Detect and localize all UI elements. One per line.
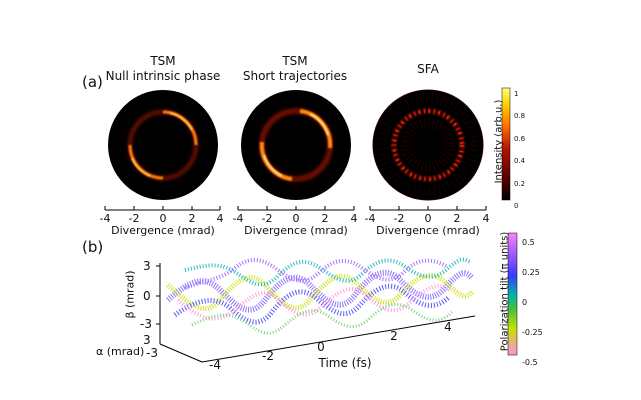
time-tick: 4 [444, 320, 452, 334]
panel-a-label: (a) [82, 73, 103, 91]
xtick: 2 [453, 212, 461, 225]
plot1-xaxis [104, 206, 221, 211]
xtick: 4 [482, 212, 490, 225]
xtick: 2 [321, 212, 329, 225]
time-tick: -2 [262, 349, 274, 363]
cbar-tick: 0.4 [514, 157, 526, 166]
plot1-xlabel: Divergence (mrad) [111, 224, 215, 237]
time-tick: 0 [317, 340, 325, 354]
plot3-title: SFA [358, 62, 498, 77]
beta-label: β (mrad) [123, 270, 137, 319]
time-label: Time (fs) [318, 356, 372, 370]
polarization-colorbar-label: Polarization tilt (π units) [499, 231, 511, 352]
xtick: -2 [128, 212, 140, 225]
cbar-tick: -0.25 [522, 328, 543, 337]
plot3-xaxis [369, 206, 487, 211]
beta-tick: -3 [140, 317, 152, 331]
beta-tick: 0 [143, 289, 151, 303]
intensity-colorbar [501, 87, 511, 201]
plot2-xlabel: Divergence (mrad) [244, 224, 348, 237]
cbar-tick: 0 [514, 202, 519, 211]
xtick: -2 [393, 212, 405, 225]
cbar-tick: 0.25 [522, 268, 540, 277]
plot3-xlabel: Divergence (mrad) [376, 224, 480, 237]
plot3-image [372, 89, 484, 201]
cbar-tick: 0.8 [514, 112, 526, 121]
xtick: 2 [188, 212, 196, 225]
xtick: 0 [424, 212, 432, 225]
alpha-tick: 3 [143, 333, 151, 347]
xtick: 4 [216, 212, 224, 225]
cbar-tick: -0.5 [522, 358, 538, 367]
plot1-title-line1: TSM [150, 54, 176, 68]
polarization-colorbar [507, 232, 518, 356]
xtick: 4 [350, 212, 358, 225]
panel-b-axes [156, 263, 476, 363]
xtick: -2 [261, 212, 273, 225]
plot3-title-line1: SFA [417, 62, 439, 76]
xtick: 0 [292, 212, 300, 225]
time-tick: 2 [390, 329, 398, 343]
xtick: -4 [232, 212, 244, 225]
panel-b-label: (b) [82, 238, 104, 256]
cbar-tick: 0.6 [514, 134, 526, 143]
intensity-colorbar-label: Intensity (arb.u.) [493, 99, 505, 184]
plot2-xaxis [237, 206, 355, 211]
alpha-label: α (mrad) [96, 345, 145, 358]
plot2-image [241, 90, 351, 200]
alpha-tick: -3 [146, 346, 158, 360]
time-tick: -4 [209, 358, 221, 372]
plot1-title-line2: Null intrinsic phase [105, 69, 221, 83]
plot2-title: TSM Short trajectories [225, 54, 365, 84]
xtick: 0 [159, 212, 167, 225]
cbar-tick: 0 [522, 298, 528, 307]
polarization-colorbar-ticks: 0.5 0.25 0 -0.25 -0.5 [522, 228, 543, 378]
xtick: -4 [99, 212, 111, 225]
intensity-colorbar-ticks: 1 0.8 0.6 0.4 0.2 0 [514, 83, 525, 217]
plot1-title: TSM Null intrinsic phase [93, 54, 233, 84]
beta-tick: 3 [143, 259, 151, 273]
cbar-tick: 1 [514, 90, 519, 98]
cbar-tick: 0.5 [522, 238, 535, 247]
cbar-tick: 0.2 [514, 179, 526, 188]
plot2-title-line2: Short trajectories [242, 69, 348, 83]
xtick: -4 [364, 212, 376, 225]
helix-bundle [165, 257, 475, 335]
plot2-title-line1: TSM [282, 54, 308, 68]
plot1-image [108, 90, 218, 200]
